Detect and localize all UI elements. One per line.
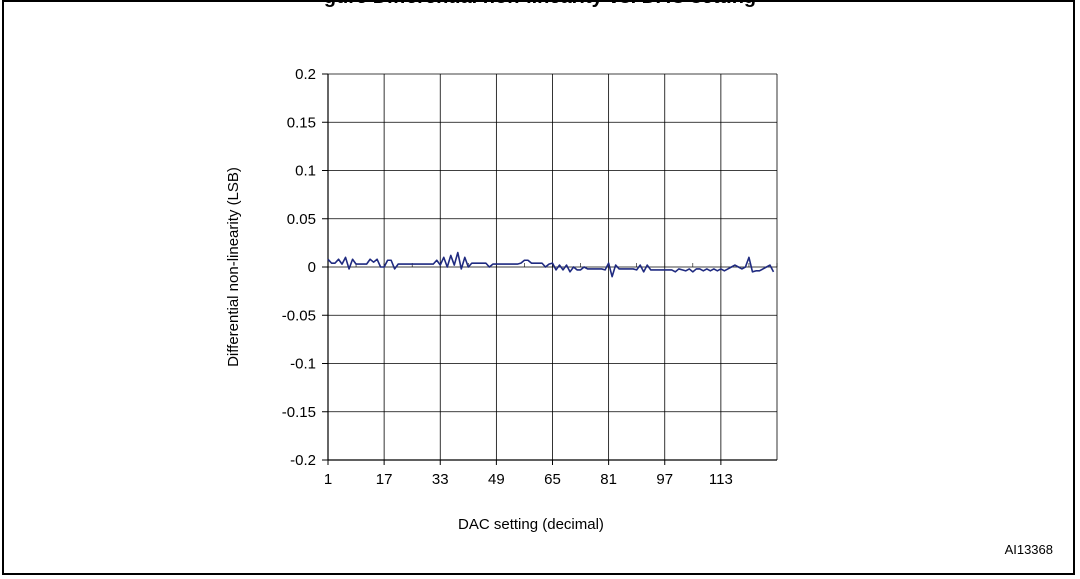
y-tick-label: 0.05	[287, 211, 316, 228]
x-tick-label: 17	[376, 471, 393, 488]
series-layer	[327, 251, 775, 278]
x-tick-label: 97	[656, 471, 673, 488]
x-tick-label: 113	[709, 471, 733, 488]
y-axis-label: Differential non-linearity (LSB)	[225, 167, 242, 367]
axes	[322, 73, 777, 465]
figure-caption: gure Differential non-linearity vs. DAC …	[0, 0, 1080, 9]
y-tick-label: -0.05	[282, 307, 316, 324]
x-tick-label: 81	[600, 471, 617, 488]
x-tick-label: 33	[432, 471, 449, 488]
x-axis-label: DAC setting (decimal)	[458, 516, 604, 533]
y-tick-labels: 0.2 0.15 0.1 0.05 0 -0.05 -0.1 -0.15 -0.2	[282, 66, 316, 469]
x-tick-label: 65	[544, 471, 561, 488]
x-tick-labels: 1 17 33 49 65 81 97 113	[324, 471, 733, 488]
y-tick-label: 0.2	[295, 66, 316, 83]
y-tick-label: 0.15	[287, 114, 316, 131]
figure-id: AI13368	[1004, 542, 1053, 557]
y-tick-label: -0.15	[282, 404, 316, 421]
y-tick-label: -0.1	[290, 356, 316, 373]
x-tick-label: 49	[488, 471, 505, 488]
y-tick-label: 0	[308, 259, 316, 276]
y-tick-label: 0.1	[295, 163, 316, 180]
x-tick-label: 1	[324, 471, 332, 488]
y-tick-label: -0.2	[290, 452, 316, 469]
dnl-series-line	[327, 251, 775, 278]
